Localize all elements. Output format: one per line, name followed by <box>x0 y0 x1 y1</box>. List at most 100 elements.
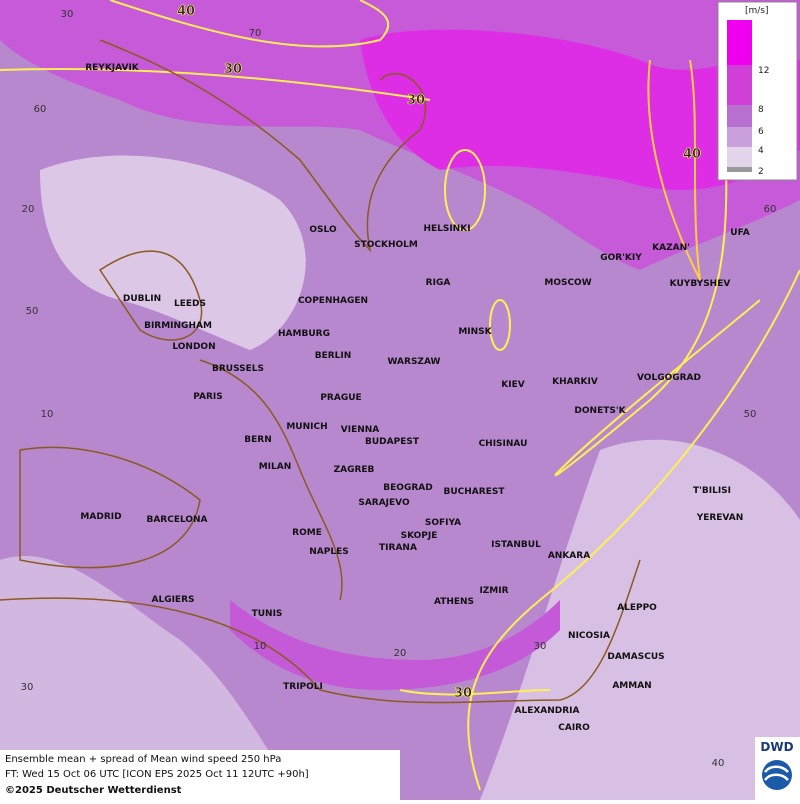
city-label: DONETS'K <box>574 406 626 416</box>
footer-time: FT: Wed 15 Oct 06 UTC [ICON EPS 2025 Oct… <box>5 769 309 780</box>
city-label: BIRMINGHAM <box>144 321 212 331</box>
legend-label: 2 <box>758 167 764 177</box>
contour-line <box>489 299 511 351</box>
city-label: ALEPPO <box>617 603 657 613</box>
city-label: SOFIYA <box>425 518 461 528</box>
legend-swatch <box>727 20 752 65</box>
city-label: TIRANA <box>379 543 417 553</box>
graticule-label: 30 <box>21 682 34 693</box>
city-label: MINSK <box>458 327 492 337</box>
city-label: DAMASCUS <box>607 652 664 662</box>
city-label: RIGA <box>426 278 451 288</box>
city-label: MILAN <box>259 462 292 472</box>
city-label: BARCELONA <box>146 515 207 525</box>
contour-line <box>444 149 486 231</box>
city-label: IZMIR <box>479 586 508 596</box>
coastline <box>199 359 343 601</box>
graticule-label: 60 <box>764 204 777 215</box>
graticule-label: 20 <box>394 648 407 659</box>
graticule-label: 10 <box>41 409 54 420</box>
city-label: NAPLES <box>309 547 348 557</box>
labels: REYKJAVIK OSLO STOCKHOLM HELSINKI DUBLIN LEED… <box>21 4 777 769</box>
coastline <box>99 39 427 253</box>
contour-line <box>647 59 701 281</box>
footer-box <box>0 750 400 800</box>
city-label: VOLGOGRAD <box>637 373 701 383</box>
city-label: PRAGUE <box>320 393 361 403</box>
legend-swatch <box>727 105 752 127</box>
contour-line <box>554 59 761 477</box>
legend: [m/s] 12 8 6 4 2 <box>717 1 798 181</box>
graticule-label: 50 <box>26 306 39 317</box>
contour-line <box>399 689 551 696</box>
contour-line <box>467 269 800 791</box>
city-label: ZAGREB <box>334 465 375 475</box>
city-label: SARAJEVO <box>358 498 410 508</box>
city-label: HAMBURG <box>278 329 330 339</box>
city-label: ANKARA <box>548 551 590 561</box>
city-label: BERN <box>244 435 271 445</box>
legend-label: 8 <box>758 105 764 115</box>
city-label: ALGIERS <box>152 595 195 605</box>
graticule-label: 40 <box>712 758 725 769</box>
legend-label: 12 <box>758 66 769 76</box>
city-label: TRIPOLI <box>283 682 323 692</box>
city-label: PARIS <box>193 392 223 402</box>
city-label: AMMAN <box>612 681 651 691</box>
city-label: VIENNA <box>341 425 380 435</box>
city-label: STOCKHOLM <box>354 240 418 250</box>
footer-title: Ensemble mean + spread of Mean wind spee… <box>5 754 281 765</box>
graticule-label: 30 <box>61 9 74 20</box>
graticule-label: 10 <box>254 641 267 652</box>
city-label: BUCHAREST <box>444 487 506 497</box>
coastline <box>0 559 641 704</box>
graticule-label: 30 <box>534 641 547 652</box>
contour-label: 40 <box>683 147 701 162</box>
logo-waves <box>763 765 789 781</box>
coastline <box>98 250 203 341</box>
city-label: GOR'KIY <box>600 253 642 263</box>
legend-swatch <box>727 147 752 167</box>
city-label: LEEDS <box>174 299 206 309</box>
contour-label: 30 <box>224 62 242 77</box>
city-label: BEOGRAD <box>383 483 432 493</box>
city-label: KHARKIV <box>552 377 598 387</box>
city-label: KAZAN' <box>652 243 690 253</box>
max-wind-area <box>360 29 800 190</box>
city-label: WARSZAW <box>388 357 441 367</box>
contour-label: 30 <box>407 93 425 108</box>
contour-line <box>0 68 431 101</box>
city-label: HELSINKI <box>423 224 470 234</box>
coastline <box>19 446 201 569</box>
city-label: MADRID <box>80 512 121 522</box>
city-label: UFA <box>730 228 749 238</box>
city-label: MUNICH <box>286 422 327 432</box>
city-label: OSLO <box>309 225 337 235</box>
logo: DWD <box>760 740 793 754</box>
legend-label: 4 <box>758 146 764 156</box>
city-label: SKOPJE <box>401 531 438 541</box>
light-area <box>480 439 800 800</box>
legend-label: 6 <box>758 127 764 137</box>
city-label: ISTANBUL <box>491 540 541 550</box>
graticule-label: 70 <box>249 28 262 39</box>
city-label: DUBLIN <box>123 294 161 304</box>
legend-unit: [m/s] <box>745 6 769 16</box>
city-label: TUNIS <box>252 609 283 619</box>
city-label: LONDON <box>172 342 215 352</box>
city-label: BRUSSELS <box>212 364 264 374</box>
city-label: KIEV <box>501 380 524 390</box>
city-label: ALEXANDRIA <box>515 706 580 716</box>
city-label: COPENHAGEN <box>298 296 368 306</box>
city-label: T'BILISI <box>693 486 731 496</box>
city-label: MOSCOW <box>544 278 591 288</box>
footer-copyright: ©2025 Deutscher Wetterdienst <box>5 785 182 796</box>
light-area <box>0 556 300 800</box>
city-label: BUDAPEST <box>365 437 420 447</box>
strong-wind-area <box>230 600 560 690</box>
city-label: ROME <box>292 528 322 538</box>
city-label: CHISINAU <box>479 439 528 449</box>
city-label: NICOSIA <box>568 631 610 641</box>
